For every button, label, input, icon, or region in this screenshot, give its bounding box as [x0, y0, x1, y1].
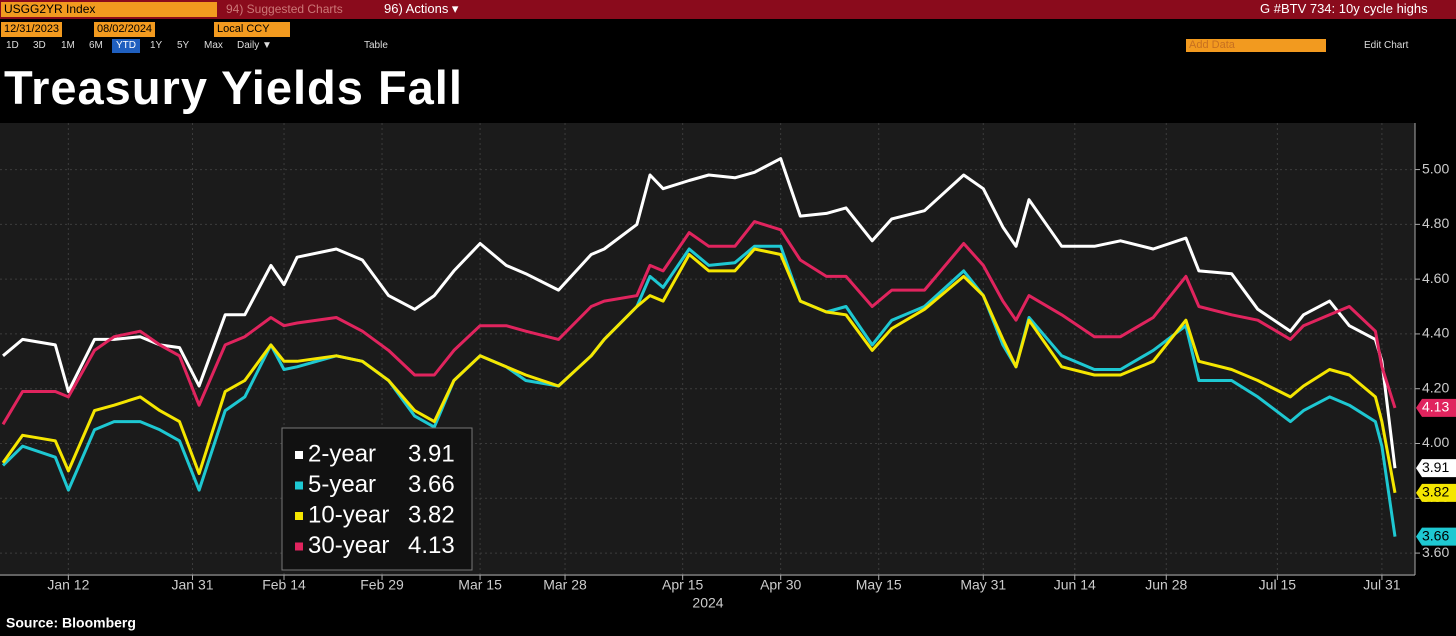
y-tick-label: 3.60: [1422, 544, 1449, 560]
edit-chart-button[interactable]: Edit Chart: [1364, 40, 1409, 51]
series-line: [1, 247, 1397, 494]
top-bar: [0, 0, 1456, 19]
table-button[interactable]: Table: [364, 40, 388, 51]
period-button[interactable]: 1D: [6, 40, 19, 51]
x-tick-label: Apr 30: [760, 577, 801, 593]
legend-swatch: [295, 451, 303, 459]
legend-label: 30-year: [308, 532, 389, 559]
period-button[interactable]: 5Y: [177, 40, 190, 51]
series-line: [1, 220, 1397, 426]
x-tick-label: Jun 14: [1054, 577, 1096, 593]
value-tag: [1416, 483, 1456, 502]
legend-swatch: [295, 542, 303, 551]
series-line: [2, 157, 1397, 469]
legend-swatch: [295, 481, 303, 490]
source-note: Source: Bloomberg: [6, 615, 136, 631]
period-button[interactable]: 1M: [61, 40, 75, 51]
x-tick-label: Apr 15: [662, 577, 703, 593]
footer-background: [0, 612, 1456, 636]
y-tick-label: 4.20: [1422, 379, 1449, 395]
frequency-select[interactable]: Daily ▼: [237, 40, 272, 51]
legend-label: 2-year: [308, 440, 376, 467]
period-button[interactable]: 6M: [89, 40, 103, 51]
add-data-input[interactable]: Add Data: [1186, 39, 1326, 52]
currency-select[interactable]: Local CCY: [214, 22, 290, 37]
legend-box: [281, 427, 473, 571]
x-tick-label: May 15: [856, 577, 902, 593]
period-button[interactable]: Max: [204, 40, 223, 51]
x-tick-label: Feb 14: [262, 577, 306, 593]
period-button[interactable]: 3D: [33, 40, 46, 51]
period-button[interactable]: 1Y: [150, 40, 163, 51]
y-tick-label: 5.00: [1422, 160, 1449, 176]
plot-background: [0, 123, 1415, 576]
chart-title: Treasury Yields Fall: [4, 61, 463, 114]
start-date[interactable]: 12/31/2023: [1, 22, 63, 37]
x-tick-label: Jul 15: [1259, 577, 1297, 593]
y-tick-label: 4.40: [1422, 325, 1449, 341]
value-tag-label: 3.82: [1422, 484, 1449, 500]
x-tick-label: Feb 29: [360, 577, 404, 593]
x-tick-label: Mar 15: [458, 577, 502, 593]
y-tick-label: 4.80: [1422, 215, 1449, 231]
legend-value: 3.82: [408, 501, 455, 528]
y-tick-label: 4.00: [1422, 434, 1449, 450]
period-button[interactable]: YTD: [112, 39, 140, 53]
value-tag: [1416, 459, 1456, 478]
security-input[interactable]: USGG2YR Index: [1, 2, 217, 17]
value-tag-label: 3.91: [1422, 459, 1449, 475]
x-tick-label: Mar 28: [543, 577, 587, 593]
x-tick-label: Jul 31: [1363, 577, 1401, 593]
x-tick-label: May 31: [960, 577, 1006, 593]
x-tick-label: Jan 12: [47, 577, 89, 593]
value-tag-label: 3.66: [1422, 527, 1449, 543]
legend-value: 4.13: [408, 532, 455, 559]
legend-swatch: [295, 512, 303, 520]
series-line: [1, 244, 1397, 537]
x-axis-label: 2024: [692, 595, 723, 611]
legend-value: 3.91: [408, 440, 455, 467]
value-tag-label: 4.13: [1422, 399, 1449, 415]
legend-label: 5-year: [308, 471, 376, 498]
legend: 2-year 3.91 5-year 3.66 10-year 3.82 30-year 4.…: [281, 427, 473, 571]
x-tick-label: Jun 28: [1145, 577, 1187, 593]
suggested-charts[interactable]: 94) Suggested Charts: [226, 2, 343, 16]
legend-value: 3.66: [408, 471, 455, 498]
actions-menu[interactable]: 96) Actions ▾: [384, 1, 459, 16]
end-date[interactable]: 08/02/2024: [94, 22, 156, 37]
y-tick-label: 4.60: [1422, 270, 1449, 286]
value-tag: [1416, 527, 1456, 546]
x-tick-label: Jan 31: [171, 577, 213, 593]
value-tag: [1416, 398, 1456, 417]
news-link[interactable]: G #BTV 734: 10y cycle highs: [1260, 1, 1428, 16]
legend-label: 10-year: [308, 501, 389, 528]
